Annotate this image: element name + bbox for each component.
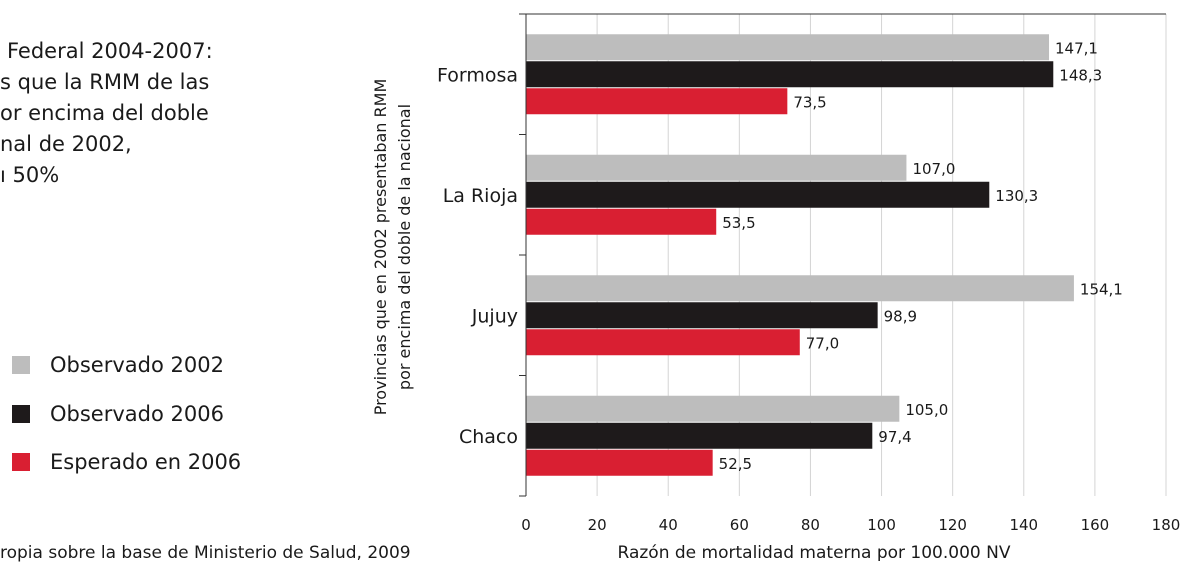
category-label: Jujuy xyxy=(471,305,518,327)
bar xyxy=(526,302,878,329)
data-label: 53,5 xyxy=(722,214,755,232)
data-label: 147,1 xyxy=(1055,39,1098,57)
data-label: 98,9 xyxy=(884,307,917,325)
x-tick-label: 140 xyxy=(1009,516,1038,534)
source-note: ropia sobre la base de Ministerio de Sal… xyxy=(0,543,411,563)
bar xyxy=(526,422,873,449)
data-label: 52,5 xyxy=(719,455,752,473)
category-label: Chaco xyxy=(459,426,518,448)
bar xyxy=(526,329,800,356)
bar xyxy=(526,449,713,476)
bar xyxy=(526,208,717,235)
bar xyxy=(526,275,1074,302)
chart-title-line: nal de 2002, xyxy=(0,132,132,156)
legend-label: Observado 2002 xyxy=(50,353,224,377)
category-label: La Rioja xyxy=(443,185,518,207)
x-tick-label: 40 xyxy=(659,516,678,534)
data-label: 73,5 xyxy=(793,93,826,111)
data-label: 97,4 xyxy=(878,428,911,446)
bar xyxy=(526,154,907,181)
x-tick-label: 20 xyxy=(588,516,607,534)
x-tick-label: 0 xyxy=(521,516,531,534)
data-label: 107,0 xyxy=(912,160,955,178)
legend-swatch xyxy=(12,356,30,374)
data-label: 105,0 xyxy=(905,401,948,419)
bar xyxy=(526,61,1054,88)
x-tick-label: 100 xyxy=(867,516,896,534)
legend-label: Observado 2006 xyxy=(50,402,224,426)
legend-swatch xyxy=(12,405,30,423)
x-axis-label: Razón de mortalidad materna por 100.000 … xyxy=(618,543,1011,561)
data-label: 77,0 xyxy=(806,334,839,352)
chart-title-line: or encima del doble xyxy=(0,101,209,125)
y-axis-label-line: Provincias que en 2002 presentaban RMM xyxy=(371,79,390,416)
x-tick-label: 80 xyxy=(801,516,820,534)
x-tick-label: 60 xyxy=(730,516,749,534)
legend-swatch xyxy=(12,453,30,471)
data-label: 148,3 xyxy=(1059,66,1102,84)
data-label: 130,3 xyxy=(995,187,1038,205)
bar xyxy=(526,88,788,115)
x-tick-label: 120 xyxy=(938,516,967,534)
x-tick-label: 160 xyxy=(1081,516,1110,534)
y-axis-label-line: por encima del doble de la nacional xyxy=(395,104,414,390)
chart-title-line: s que la RMM de las xyxy=(0,70,210,94)
chart-title-line: Federal 2004-2007: xyxy=(7,39,213,63)
legend-label: Esperado en 2006 xyxy=(50,450,242,474)
x-tick-label: 180 xyxy=(1152,516,1181,534)
data-label: 154,1 xyxy=(1080,280,1123,298)
category-label: Formosa xyxy=(437,64,518,86)
bar xyxy=(526,181,990,208)
bar xyxy=(526,34,1050,61)
chart-title-line: ı 50% xyxy=(0,163,60,187)
bar xyxy=(526,395,900,422)
